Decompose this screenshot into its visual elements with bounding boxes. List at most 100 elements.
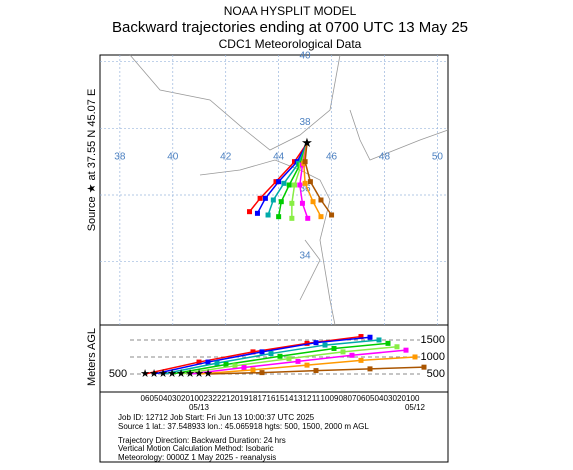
height-marker (259, 370, 265, 376)
trajectory-marker (292, 182, 298, 188)
time-label: 09 (330, 394, 339, 403)
trajectory-marker (302, 159, 308, 165)
height-marker (313, 368, 319, 374)
z-tick-label: 500 (427, 368, 445, 380)
trajectory-marker (302, 180, 308, 186)
z-tick-label: 1000 (421, 351, 445, 363)
date-label: 05/12 (405, 403, 426, 412)
height-marker (295, 358, 301, 364)
start-star: ★ (185, 368, 195, 380)
lon-label: 50 (432, 152, 444, 163)
time-label: 03 (168, 394, 177, 403)
height-marker (259, 349, 265, 355)
height-marker (394, 344, 400, 350)
trajectory-marker (299, 200, 305, 206)
lon-label: 38 (114, 152, 126, 163)
trajectory-marker (305, 215, 311, 221)
height-marker (286, 356, 292, 362)
source-label: Source ★ at 37.55 N 45.07 E (86, 89, 98, 232)
trajectory-marker (273, 179, 279, 185)
lon-label: 48 (379, 152, 391, 163)
trajectory-marker (276, 179, 282, 185)
start-star: ★ (176, 368, 186, 380)
lat-label: 38 (299, 117, 311, 128)
height-marker (250, 367, 256, 373)
height-marker (421, 364, 427, 370)
height-marker (349, 352, 355, 358)
time-label: 02 (393, 394, 402, 403)
trajectory-marker (307, 179, 313, 185)
borders (129, 54, 449, 326)
start-star: ★ (158, 368, 168, 380)
height-marker (412, 354, 418, 360)
trajectory-marker (278, 199, 284, 205)
trajectory-marker (262, 195, 268, 201)
z-tick-label: 500 (109, 368, 127, 380)
info-line: Trajectory Direction: Backward Duration:… (118, 436, 286, 445)
time-label: 00 (411, 394, 420, 403)
trajectory-marker (286, 182, 292, 188)
time-label: 20 (231, 394, 240, 403)
height-marker (205, 359, 211, 365)
start-star: ★ (167, 368, 177, 380)
height-marker (232, 363, 238, 369)
border (129, 54, 341, 151)
time-label: 14 (285, 394, 294, 403)
time-label: 11 (312, 394, 321, 403)
time-label: 10 (321, 394, 330, 403)
border (349, 109, 449, 161)
trajectory-marker (289, 215, 295, 221)
time-label: 05 (150, 394, 159, 403)
height-marker (304, 362, 310, 368)
trajectory-marker (310, 199, 316, 205)
height-marker (322, 342, 328, 348)
start-star: ★ (203, 368, 213, 380)
trajectory-marker (270, 197, 276, 203)
time-label: 19 (240, 394, 249, 403)
lon-label: 44 (273, 152, 285, 163)
lat-label: 34 (299, 250, 311, 261)
time-label: 17 (258, 394, 267, 403)
height-marker (340, 349, 346, 355)
time-label: 03 (384, 394, 393, 403)
time-label: 07 (348, 394, 357, 403)
source-star: ★ (301, 135, 313, 150)
trajectory-marker (292, 159, 298, 165)
trajectory-marker (289, 200, 295, 206)
lon-label: 42 (220, 152, 232, 163)
time-label: 15 (276, 394, 285, 403)
height-marker (403, 347, 409, 353)
trajectory-marker (247, 209, 253, 215)
info-line: Job ID: 12712 Job Start: Fri Jun 13 10:0… (118, 413, 315, 422)
start-star: ★ (194, 368, 204, 380)
time-label: 13 (294, 394, 303, 403)
height-marker (376, 337, 382, 343)
height-marker (358, 357, 364, 363)
time-label: 01 (186, 394, 195, 403)
height-marker (367, 366, 373, 372)
time-label: 00 (195, 394, 204, 403)
trajectory-marker (318, 214, 324, 220)
height-marker (268, 351, 274, 357)
time-label: 01 (402, 394, 411, 403)
info-line: Source 1 lat.: 37.548933 lon.: 45.065918… (118, 422, 369, 431)
trajectory-marker (318, 197, 324, 203)
time-label: 04 (159, 394, 168, 403)
data-source: CDC1 Meteorological Data (219, 37, 362, 51)
trajectory-marker (297, 182, 303, 188)
time-label: 05 (366, 394, 375, 403)
border (199, 159, 336, 326)
time-label: 04 (375, 394, 384, 403)
time-label: 18 (249, 394, 258, 403)
time-label: 02 (177, 394, 186, 403)
height-marker (223, 361, 229, 367)
lat-label: 40 (299, 50, 311, 61)
height-marker (367, 334, 373, 340)
height-marker (358, 334, 364, 340)
z-tick-label: 1500 (421, 334, 445, 346)
time-label: 12 (303, 394, 312, 403)
info-line: Vertical Motion Calculation Method: Isob… (118, 444, 274, 453)
height-marker (385, 340, 391, 346)
time-label: 06 (141, 394, 150, 403)
